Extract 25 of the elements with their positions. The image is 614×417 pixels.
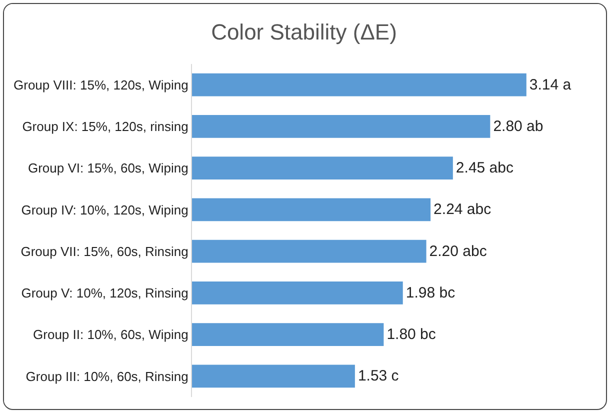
chart-title: Color Stability (ΔE) <box>211 20 397 45</box>
data-label: 1.80 bc <box>386 326 436 344</box>
bar <box>192 73 526 96</box>
y-tick-label: Group V: 10%, 120s, Rinsing <box>21 285 188 300</box>
data-label: 3.14 a <box>529 76 572 94</box>
y-tick-label: Group VII: 15%, 60s, Rinsing <box>20 244 188 259</box>
bar <box>192 156 453 180</box>
y-tick-label: Group IX: 15%, 120s, rinsing <box>22 118 188 134</box>
bar <box>192 364 355 388</box>
data-label: 2.45 abc <box>456 160 514 177</box>
bar <box>192 240 426 263</box>
y-tick-label: Group II: 10%, 60s, Wiping <box>33 327 188 342</box>
bar <box>192 114 490 138</box>
data-label: 2.20 abc <box>429 242 488 260</box>
data-label: 1.98 bc <box>406 284 456 302</box>
y-tick-label: Group IV: 10%, 120s, Wiping <box>21 202 188 218</box>
y-tick-label: Group III: 10%, 60s, Rinsing <box>26 368 188 384</box>
data-label: 2.80 ab <box>493 118 544 135</box>
y-tick-label: Group VI: 15%, 60s, Wiping <box>28 160 188 176</box>
bar <box>192 323 384 346</box>
data-label: 1.53 c <box>358 368 400 385</box>
bar <box>192 198 431 222</box>
bar <box>192 281 403 304</box>
data-label: 2.24 abc <box>434 201 492 218</box>
y-tick-label: Group VIII: 15%, 120s, Wiping <box>14 77 188 92</box>
